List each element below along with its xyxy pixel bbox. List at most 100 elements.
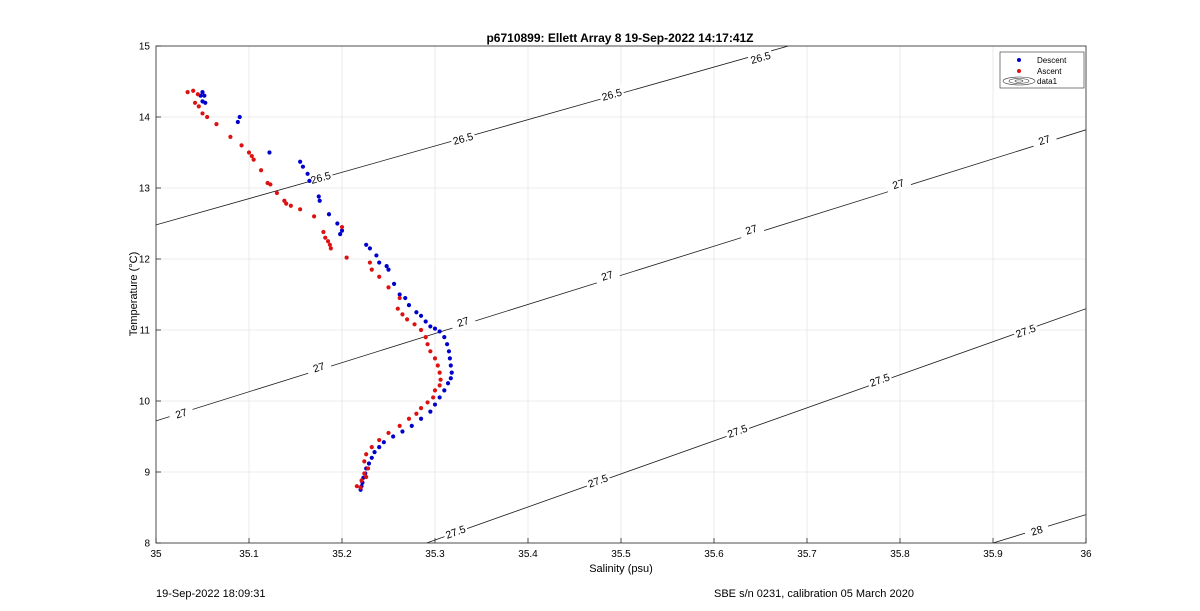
contour-label: 26.5 (749, 50, 772, 67)
ascent-point (258, 168, 264, 173)
ascent-point (395, 306, 400, 311)
contour-label-bg (307, 167, 334, 187)
y-tick-label: 13 (139, 184, 151, 195)
descent-point (338, 232, 343, 237)
descent-point (437, 329, 442, 334)
contour-label-bg (441, 521, 469, 542)
ascent-point (185, 90, 190, 95)
ascent-point (364, 452, 369, 457)
ascent-point (323, 235, 328, 240)
x-axis-label: Salinity (psu) (589, 563, 653, 575)
contour-label-bg (584, 469, 612, 491)
contour-label-bg (747, 47, 774, 67)
descent-point (423, 319, 428, 324)
descent-point (406, 303, 412, 308)
descent-point (203, 100, 208, 105)
contour-label-bg (449, 311, 477, 331)
x-tick-label: 35.4 (518, 549, 538, 560)
legend-contour-label: data1 (1037, 77, 1058, 86)
legend: Descent Ascent data1 (999, 51, 1085, 89)
ascent-point (364, 474, 369, 480)
contour-label: 27 (1037, 133, 1052, 148)
y-tick-label: 8 (144, 539, 150, 550)
contour-label-bg (737, 218, 765, 239)
x-axis-ticks: 35 35.1 35.2 35.3 35.4 35.5 35.6 35.7 35.8 35.9 36 (150, 538, 1092, 560)
contour-label: 27 (174, 407, 189, 422)
descent-point (381, 440, 386, 445)
ascent-point (239, 143, 244, 148)
ascent-point (214, 122, 219, 127)
legend-contour-icon (1002, 76, 1036, 86)
x-tick-label: 35.8 (890, 549, 910, 560)
descent-point (317, 198, 322, 203)
ascent-point (418, 327, 424, 333)
ascent-point (325, 239, 331, 244)
ascent-point (418, 406, 424, 411)
descent-point (391, 281, 397, 286)
ascent-point (359, 478, 364, 483)
descent-point (298, 159, 303, 164)
ascent-point (362, 459, 367, 464)
ascent-point (228, 134, 233, 139)
ascent-point (423, 335, 428, 340)
ascent-point (397, 423, 402, 428)
ascent-point (288, 203, 293, 208)
descent-point (372, 450, 377, 455)
descent-point (366, 461, 372, 466)
descent-point (445, 381, 451, 386)
descent-point (235, 119, 240, 125)
contour-label-bg (593, 265, 621, 285)
contour-label-bg (598, 84, 625, 104)
descent-point (300, 164, 306, 169)
y-tick-label: 14 (139, 113, 151, 124)
legend-contour-icon-core (1014, 79, 1024, 83)
descent-point (449, 370, 454, 375)
contour-label-bg (1011, 320, 1039, 341)
ascent-point (205, 114, 210, 120)
contour-label: 27 (312, 360, 327, 375)
ascent-point (362, 471, 367, 476)
descent-point (414, 310, 419, 315)
descent-point (367, 246, 372, 251)
ascent-point (369, 445, 374, 450)
descent-point (377, 260, 382, 265)
descent-point (400, 429, 405, 434)
contour-label: 27 (744, 223, 759, 238)
ascent-point (195, 92, 200, 97)
contour-label-bg (305, 356, 332, 377)
descent-point (437, 395, 442, 400)
ascent-point (312, 214, 317, 219)
contour-label-bg (884, 173, 912, 194)
ascent-point (405, 317, 410, 322)
descent-point (339, 228, 345, 233)
ascent-point (354, 484, 359, 489)
ascent-point (386, 430, 391, 436)
ascent-point (406, 416, 412, 421)
x-tick-label: 35.9 (983, 549, 1003, 560)
x-tick-label: 35.6 (704, 549, 724, 560)
contour-label: 28 (1030, 524, 1045, 539)
legend-descent-label: Descent (1037, 56, 1067, 65)
descent-point (305, 171, 310, 176)
descent-point (432, 326, 438, 331)
descent-point (377, 445, 382, 450)
ascent-point (437, 383, 442, 388)
x-tick-label: 35 (150, 549, 162, 560)
contour-label-bg (865, 369, 893, 390)
x-tick-label: 35.5 (611, 549, 631, 560)
ascent-point (414, 411, 419, 416)
descent-point (386, 267, 391, 272)
descent-point (369, 455, 374, 460)
descent-point (335, 221, 340, 226)
ascent-point (437, 370, 442, 375)
ascent-point (367, 260, 372, 265)
legend-ascent-label: Ascent (1037, 67, 1062, 76)
ascent-point (400, 312, 405, 317)
chart-title: p6710899: Ellett Array 8 19-Sep-2022 14:… (486, 31, 753, 45)
y-axis-ticks: 8 9 10 11 12 13 14 15 (139, 42, 161, 550)
ascent-point (432, 356, 438, 361)
x-tick-label: 35.1 (239, 549, 259, 560)
descent-point (418, 313, 424, 318)
footer-timestamp: 19-Sep-2022 18:09:31 (156, 588, 266, 600)
y-tick-label: 9 (144, 468, 150, 479)
